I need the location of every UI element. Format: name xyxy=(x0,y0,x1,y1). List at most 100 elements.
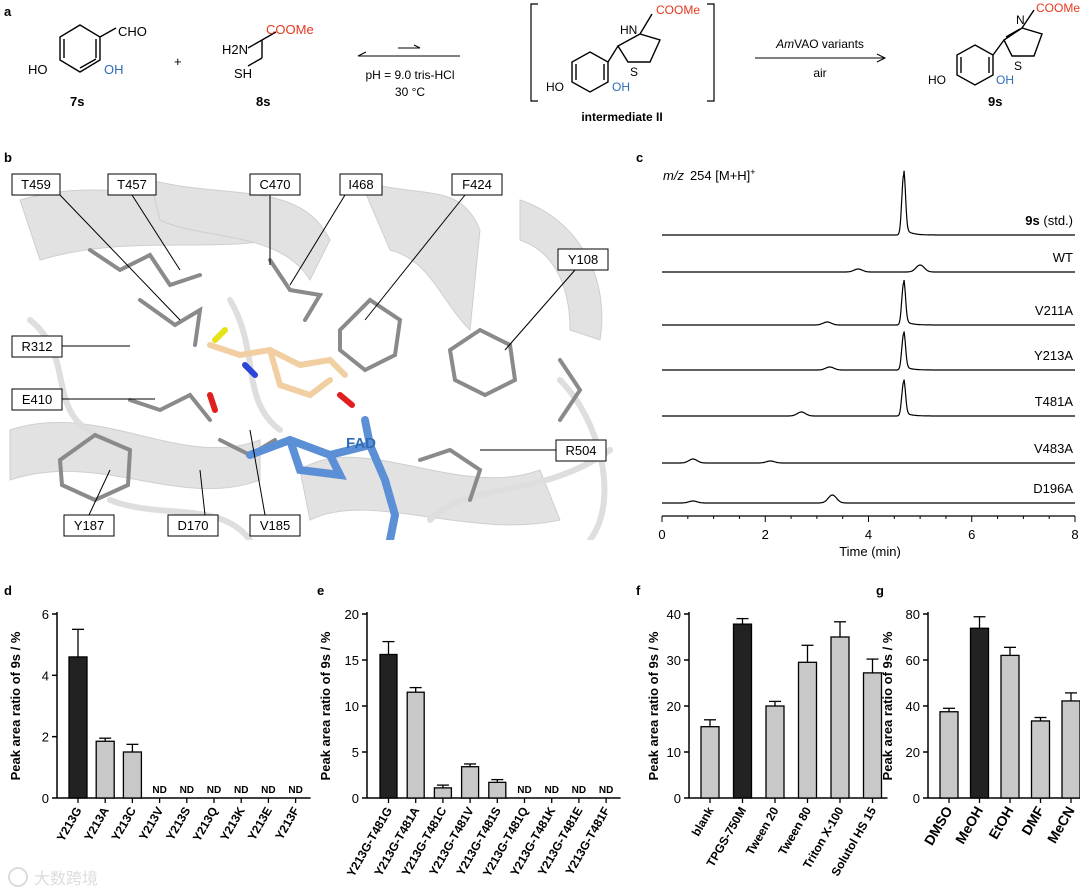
trace-label: V483A xyxy=(1034,441,1073,456)
trace-line xyxy=(662,379,1075,417)
trace-label: V211A xyxy=(1035,303,1073,318)
y-tick-label: 40 xyxy=(667,607,681,622)
bar-chart-d: d 0 2 4 6 Peak area ratio of 9s / % Y213GY213A… xyxy=(4,583,311,844)
bar xyxy=(406,691,425,799)
y-tick-label: 0 xyxy=(674,791,681,806)
y-tick-label: 20 xyxy=(906,745,920,760)
nd-label: ND xyxy=(544,785,558,796)
panel-c: c m/z 254 [M+H]+ 9s (std.) WT V211A Y213A T48… xyxy=(636,150,1079,559)
intermediate-s: S xyxy=(630,65,638,79)
condition-temp: 30 °C xyxy=(395,85,425,99)
bar xyxy=(797,661,818,799)
x-tick-label: Y213K xyxy=(217,804,248,843)
residue-i468: I468 xyxy=(289,173,383,286)
x-tick-label: DMF xyxy=(1018,803,1047,838)
y-tick-label: 5 xyxy=(352,745,359,760)
y-axis-label: Peak area ratio of 9s / % xyxy=(8,631,23,780)
y-axis-label: Peak area ratio of 9s / % xyxy=(318,631,333,780)
compound-9s-n: N xyxy=(1016,13,1025,27)
bar xyxy=(830,636,850,799)
bar xyxy=(379,653,398,799)
mz-value: 254 [M+H] xyxy=(690,168,750,183)
trace-label: WT xyxy=(1053,250,1073,265)
x-tick-label: Y213V xyxy=(136,805,166,843)
residue-v185: V185 xyxy=(249,429,301,537)
compound-8s-h2n: H2N xyxy=(222,42,248,57)
mz-charge: + xyxy=(750,167,755,177)
plus-sign: + xyxy=(174,54,182,69)
x-tick-label: MeCN xyxy=(1044,804,1078,846)
nd-label: ND xyxy=(180,785,194,796)
panel-label-e: e xyxy=(317,583,324,598)
nd-label: ND xyxy=(517,785,531,796)
residue-y187-label: Y187 xyxy=(74,518,104,533)
bar xyxy=(862,672,883,799)
x-tick-label: MeOH xyxy=(952,804,986,847)
fad-label: FAD xyxy=(346,435,376,452)
compound-8s-ester: COOMe xyxy=(266,22,314,37)
condition-ph: pH = 9.0 tris-HCl xyxy=(365,68,454,82)
y-tick-label: 10 xyxy=(667,745,681,760)
x-tick-label: 4 xyxy=(865,527,872,542)
x-tick-label: EtOH xyxy=(985,804,1016,842)
trace-line xyxy=(662,264,1075,273)
chromatogram-traces: 9s (std.) WT V211A Y213A T481A V483A D196A xyxy=(662,170,1075,504)
trace-label-text: D196A xyxy=(1033,481,1073,496)
nd-label: ND xyxy=(599,785,613,796)
compound-7s-oh: OH xyxy=(104,62,124,77)
x-tick-label: 2 xyxy=(762,527,769,542)
compound-9s-oh: OH xyxy=(996,73,1014,87)
bar xyxy=(433,787,453,799)
compound-7s-cho: CHO xyxy=(118,24,147,39)
residue-r504-label: R504 xyxy=(565,443,596,458)
equilibrium-arrow xyxy=(357,44,460,57)
watermark-logo-icon xyxy=(8,867,28,887)
intermediate-oh: OH xyxy=(612,80,630,94)
bar xyxy=(488,781,507,799)
residue-t459-label: T459 xyxy=(21,177,51,192)
trace-label-text: (std.) xyxy=(1040,213,1073,228)
y-tick-label: 4 xyxy=(42,668,49,683)
trace-label: D196A xyxy=(1033,481,1073,496)
y-tick-label: 30 xyxy=(667,653,681,668)
trace-label-text: V483A xyxy=(1034,441,1073,456)
intermediate-ho: HO xyxy=(546,80,564,94)
y-tick-label: 10 xyxy=(345,699,359,714)
intermediate-brackets xyxy=(530,3,715,102)
nd-label: ND xyxy=(234,785,248,796)
protein-structure-render xyxy=(8,172,628,540)
intermediate-nh: HN xyxy=(620,23,637,37)
nd-label: ND xyxy=(207,785,221,796)
compound-7s-structure xyxy=(59,24,117,73)
trace-line xyxy=(662,279,1075,326)
bar xyxy=(700,726,720,799)
panel-label-d: d xyxy=(4,583,12,598)
trace-label: Y213A xyxy=(1034,348,1073,363)
residue-r312-label: R312 xyxy=(21,339,52,354)
intermediate-ester: COOMe xyxy=(656,3,700,17)
intermediate-label: intermediate II xyxy=(581,110,662,124)
residue-y187: Y187 xyxy=(63,469,115,537)
residue-t459: T459 xyxy=(11,173,181,321)
trace-line xyxy=(662,331,1075,371)
bar xyxy=(765,705,785,799)
x-tick-label: blank xyxy=(689,804,717,838)
bar-chart-f: f 0 10 20 30 40 Peak area ratio of 9s / % blank… xyxy=(636,583,888,878)
panel-label-f: f xyxy=(636,583,641,598)
residue-labels: T459 T457 C470 I468 F424 xyxy=(11,173,609,537)
y-tick-label: 0 xyxy=(352,791,359,806)
residue-f424-label: F424 xyxy=(462,177,492,192)
panel-b: b xyxy=(4,150,628,540)
enzyme-label: AmVAO variants xyxy=(775,37,864,51)
trace-line xyxy=(662,170,1075,236)
chromatogram-x-axis: 0 2 4 6 8 xyxy=(658,515,1079,542)
residue-v185-label: V185 xyxy=(260,518,290,533)
residue-d170-label: D170 xyxy=(177,518,208,533)
bar xyxy=(460,766,480,799)
bar xyxy=(732,623,753,799)
bar xyxy=(68,656,88,799)
x-tick-label: Y213G xyxy=(54,805,85,844)
y-tick-label: 60 xyxy=(906,653,920,668)
